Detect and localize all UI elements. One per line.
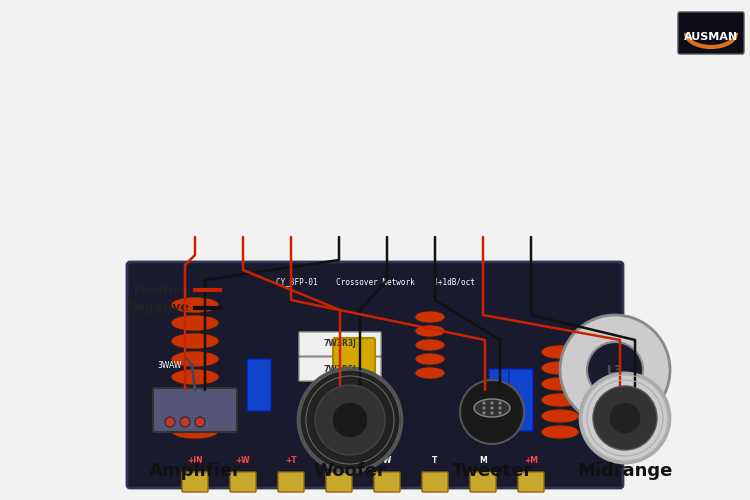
Text: +M: +M (524, 456, 538, 465)
FancyBboxPatch shape (333, 338, 375, 437)
Text: IN: IN (334, 456, 344, 465)
Circle shape (593, 386, 657, 450)
Text: 7W3R3J: 7W3R3J (323, 340, 356, 348)
FancyBboxPatch shape (489, 369, 513, 431)
FancyBboxPatch shape (247, 359, 271, 411)
Circle shape (490, 412, 494, 414)
FancyBboxPatch shape (278, 472, 304, 492)
Text: 7W1R5J: 7W1R5J (323, 364, 356, 374)
Circle shape (165, 417, 175, 427)
Ellipse shape (415, 325, 445, 337)
Circle shape (180, 417, 190, 427)
Text: +IN: +IN (188, 456, 202, 465)
FancyBboxPatch shape (127, 262, 623, 488)
Circle shape (482, 406, 485, 410)
Ellipse shape (541, 393, 579, 407)
Text: T: T (432, 456, 438, 465)
Ellipse shape (415, 367, 445, 379)
FancyBboxPatch shape (678, 12, 744, 54)
Circle shape (609, 402, 641, 434)
Ellipse shape (171, 387, 219, 403)
Text: L3: L3 (607, 364, 623, 376)
Circle shape (298, 368, 402, 472)
FancyBboxPatch shape (182, 472, 208, 492)
Text: +W: +W (236, 456, 250, 465)
FancyBboxPatch shape (153, 388, 237, 432)
Circle shape (460, 380, 524, 444)
Ellipse shape (541, 409, 579, 423)
Text: Midrange: Midrange (578, 462, 673, 480)
Ellipse shape (415, 339, 445, 351)
Ellipse shape (541, 377, 579, 391)
Text: CY_3FP-01    Crossover Network    3+1dB/oct: CY_3FP-01 Crossover Network 3+1dB/oct (275, 277, 475, 286)
Circle shape (315, 385, 385, 455)
Ellipse shape (171, 315, 219, 331)
Text: 3WAW: 3WAW (158, 360, 182, 370)
Ellipse shape (415, 311, 445, 323)
Text: +T: +T (285, 456, 297, 465)
Text: Amplifier: Amplifier (148, 462, 242, 480)
Circle shape (499, 402, 502, 404)
Circle shape (195, 417, 205, 427)
Ellipse shape (171, 351, 219, 367)
Text: Tweeter: Tweeter (452, 462, 532, 480)
Ellipse shape (171, 423, 219, 439)
Text: Positive: Positive (134, 284, 190, 296)
Circle shape (499, 412, 502, 414)
FancyBboxPatch shape (230, 472, 256, 492)
Circle shape (587, 342, 643, 398)
Ellipse shape (474, 399, 510, 417)
FancyBboxPatch shape (422, 472, 448, 492)
Circle shape (490, 402, 494, 404)
FancyBboxPatch shape (326, 472, 352, 492)
Circle shape (580, 373, 670, 463)
FancyBboxPatch shape (509, 369, 533, 431)
Text: W: W (382, 456, 392, 465)
Text: Negative: Negative (127, 302, 190, 314)
Ellipse shape (171, 333, 219, 349)
Ellipse shape (171, 297, 219, 313)
Circle shape (499, 406, 502, 410)
Ellipse shape (541, 361, 579, 375)
Text: M: M (479, 456, 487, 465)
Text: Woofer: Woofer (314, 462, 386, 480)
Circle shape (482, 412, 485, 414)
Ellipse shape (171, 369, 219, 385)
Circle shape (332, 402, 368, 438)
Circle shape (482, 402, 485, 404)
Circle shape (490, 406, 494, 410)
Text: SPIRIT: SPIRIT (351, 375, 357, 401)
Text: AUSMAN: AUSMAN (684, 32, 738, 42)
FancyBboxPatch shape (299, 357, 381, 381)
Ellipse shape (541, 425, 579, 439)
Ellipse shape (415, 353, 445, 365)
Circle shape (560, 315, 670, 425)
FancyBboxPatch shape (470, 472, 496, 492)
FancyBboxPatch shape (518, 472, 544, 492)
Ellipse shape (541, 345, 579, 359)
FancyBboxPatch shape (299, 332, 381, 356)
Text: MKP
2.2uF
250V: MKP 2.2uF 250V (346, 408, 362, 422)
FancyBboxPatch shape (374, 472, 400, 492)
Ellipse shape (171, 405, 219, 421)
